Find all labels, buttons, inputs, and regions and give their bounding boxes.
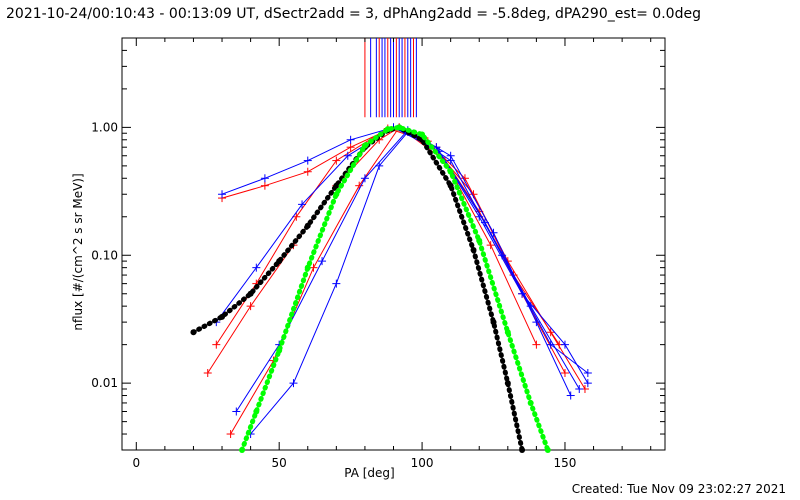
green-fit-point [447, 168, 454, 175]
black-fit-point [470, 246, 477, 253]
series-layer [190, 38, 592, 453]
data-point-plus [252, 263, 261, 272]
data-point-plus [298, 200, 307, 209]
data-point-plus [332, 279, 341, 288]
black-fit-point [219, 313, 226, 320]
data-point-plus [226, 430, 235, 439]
x-tick-label: 50 [272, 456, 287, 470]
data-point-plus [218, 190, 227, 199]
green-fit-point [419, 131, 426, 138]
data-point-plus [446, 156, 455, 165]
x-tick-label: 0 [132, 456, 140, 470]
axis-layer: 0 50 100 150 0.01 0.10 1.00 PA [deg] nflux [#/(c… [71, 37, 665, 480]
green-fit-point [304, 264, 311, 271]
green-fit-curve [239, 124, 551, 453]
flux-curve [221, 126, 566, 374]
data-point-plus [289, 379, 298, 388]
green-fit-point [396, 124, 403, 131]
data-point-plus [566, 391, 575, 400]
x-axis-title: PA [deg] [344, 466, 394, 480]
x-tick-label: 100 [411, 456, 434, 470]
data-point-plus [303, 156, 312, 165]
data-point-plus [260, 181, 269, 190]
black-fit-point [247, 290, 254, 297]
black-fit-point [519, 447, 526, 453]
black-fit-point [333, 182, 340, 189]
green-fit-point [384, 126, 391, 133]
y-axis-title: nflux [#/(cm^2 s sr MeV)] [71, 173, 85, 330]
black-fit-point [504, 380, 511, 387]
data-point-plus [583, 379, 592, 388]
data-point-plus [560, 340, 569, 349]
data-point-plus [332, 156, 341, 165]
data-point-plus [203, 369, 212, 378]
data-point-plus [575, 384, 584, 393]
data-point-plus [532, 318, 541, 327]
green-fit-point [253, 408, 260, 415]
data-point-plus [309, 263, 318, 272]
black-fit-point [304, 222, 311, 229]
chart-title: 2021-10-24/00:10:43 - 00:13:09 UT, dSect… [6, 6, 701, 22]
green-fit-point [527, 399, 534, 406]
green-fit-point [361, 142, 368, 149]
green-fit-point [504, 329, 511, 336]
y-tick-label: 0.01 [91, 376, 118, 390]
flux-curve [215, 127, 560, 345]
green-fit-point [276, 347, 283, 354]
data-point-plus [375, 161, 384, 170]
x-tick-label: 150 [554, 456, 577, 470]
black-fit-point [447, 182, 454, 189]
data-point-plus [346, 135, 355, 144]
flux-curve [207, 126, 586, 390]
data-point-plus [489, 228, 498, 237]
flux-curve [250, 131, 589, 435]
data-point-plus [318, 257, 327, 266]
black-fit-point [490, 319, 497, 326]
green-fit-point [544, 447, 551, 453]
data-point-plus [486, 241, 495, 250]
data-point-plus [260, 174, 269, 183]
data-point-plus [232, 407, 241, 416]
green-fit-point [239, 447, 246, 453]
black-fit-point [190, 329, 197, 336]
data-point-plus [346, 143, 355, 152]
y-tick-label: 0.10 [91, 248, 118, 262]
data-point-plus [246, 302, 255, 311]
flux-curve [215, 126, 580, 390]
data-point-plus [583, 369, 592, 378]
data-point-plus [360, 174, 369, 183]
data-point-plus [532, 340, 541, 349]
data-point-plus [343, 151, 352, 160]
black-fit-point [276, 258, 283, 265]
y-tick-label: 1.00 [91, 120, 118, 134]
data-point-plus [212, 340, 221, 349]
data-point-plus [498, 251, 507, 260]
data-point-plus [303, 167, 312, 176]
green-fit-point [333, 191, 340, 198]
data-point-plus [560, 369, 569, 378]
created-timestamp: Created: Tue Nov 09 23:02:27 2021 [571, 482, 786, 496]
data-point-plus [546, 340, 555, 349]
green-fit-point [476, 237, 483, 244]
